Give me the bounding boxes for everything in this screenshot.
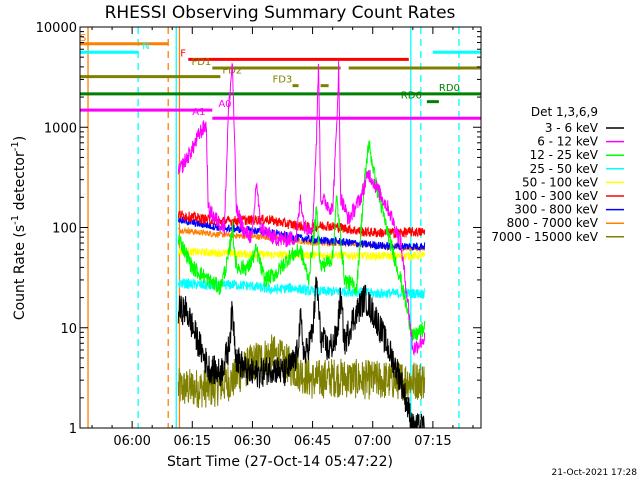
flag-label-fd1: FD1 xyxy=(191,57,211,68)
y-axis-label-main: Count Rate (s xyxy=(12,225,28,320)
series-line-800-7000-kev xyxy=(177,225,425,254)
y-axis-label-sup1: -1 xyxy=(10,215,21,225)
y-axis-label-end: ) xyxy=(12,136,28,141)
series-line-100-300-kev xyxy=(177,210,426,240)
legend-label-50-100-kev: 50 - 100 keV xyxy=(522,175,599,189)
legend-label-800-7000-kev: 800 - 7000 keV xyxy=(507,216,599,230)
x-tick-label-07-15: 07:15 xyxy=(414,434,451,449)
y-tick-label-1: 1 xyxy=(69,422,77,437)
flag-label-rd0: RD0 xyxy=(439,83,460,94)
x-tick-label-07-00: 07:00 xyxy=(354,434,391,449)
flag-label-f: F xyxy=(180,48,186,59)
x-tick-label-06-30: 06:30 xyxy=(234,434,271,449)
y-tick-label-10: 10 xyxy=(60,322,77,337)
legend-label-300-800-kev: 300 - 800 keV xyxy=(514,203,598,217)
chart-title: RHESSI Observing Summary Count Rates xyxy=(105,3,456,23)
x-tick-label-06-45: 06:45 xyxy=(294,434,331,449)
series-line-12-25-kev xyxy=(177,140,426,341)
y-axis-label-mid: detector xyxy=(12,151,28,215)
axes: 06:00 06:15 06:30 06:45 07:00 07:15 1 10 100 1000… xyxy=(36,21,481,449)
legend-label-6-12-kev: 6 - 12 keV xyxy=(537,135,599,149)
x-tick-label-06-00: 06:00 xyxy=(113,434,150,449)
series-line-6-12-kev xyxy=(177,60,426,357)
flag-label-s: S xyxy=(80,33,86,44)
legend-label-25-50-kev: 25 - 50 keV xyxy=(530,162,599,176)
x-axis-label: Start Time (27-Oct-14 05:47:22) xyxy=(167,454,393,470)
legend-label-12-25-kev: 12 - 25 keV xyxy=(530,148,599,162)
footer-date: 21-Oct-2021 17:28 xyxy=(552,468,638,478)
flag-label-rd6: RD6 xyxy=(401,91,422,102)
flag-label-fd3: FD3 xyxy=(272,75,292,86)
legend-label-7000-15000-kev: 7000 - 15000 keV xyxy=(491,230,598,244)
flag-label-a1: A1 xyxy=(192,107,205,118)
series-line-3-6-kev xyxy=(177,276,425,429)
y-tick-label-10000: 10000 xyxy=(36,21,77,36)
flag-label-a0: A0 xyxy=(218,99,231,110)
y-axis-label: Count Rate (s-1 detector-1) xyxy=(10,136,28,320)
y-tick-label-1000: 1000 xyxy=(44,121,77,136)
y-axis-label-sup2: -1 xyxy=(10,141,21,151)
legend-label-3-6-kev: 3 - 6 keV xyxy=(545,121,599,135)
y-tick-label-100: 100 xyxy=(52,222,77,237)
legend-label-100-300-kev: 100 - 300 keV xyxy=(514,189,598,203)
legend-title: Det 1,3,6,9 xyxy=(531,105,598,119)
x-tick-label-06-15: 06:15 xyxy=(174,434,211,449)
flag-label-n: N xyxy=(142,41,149,52)
